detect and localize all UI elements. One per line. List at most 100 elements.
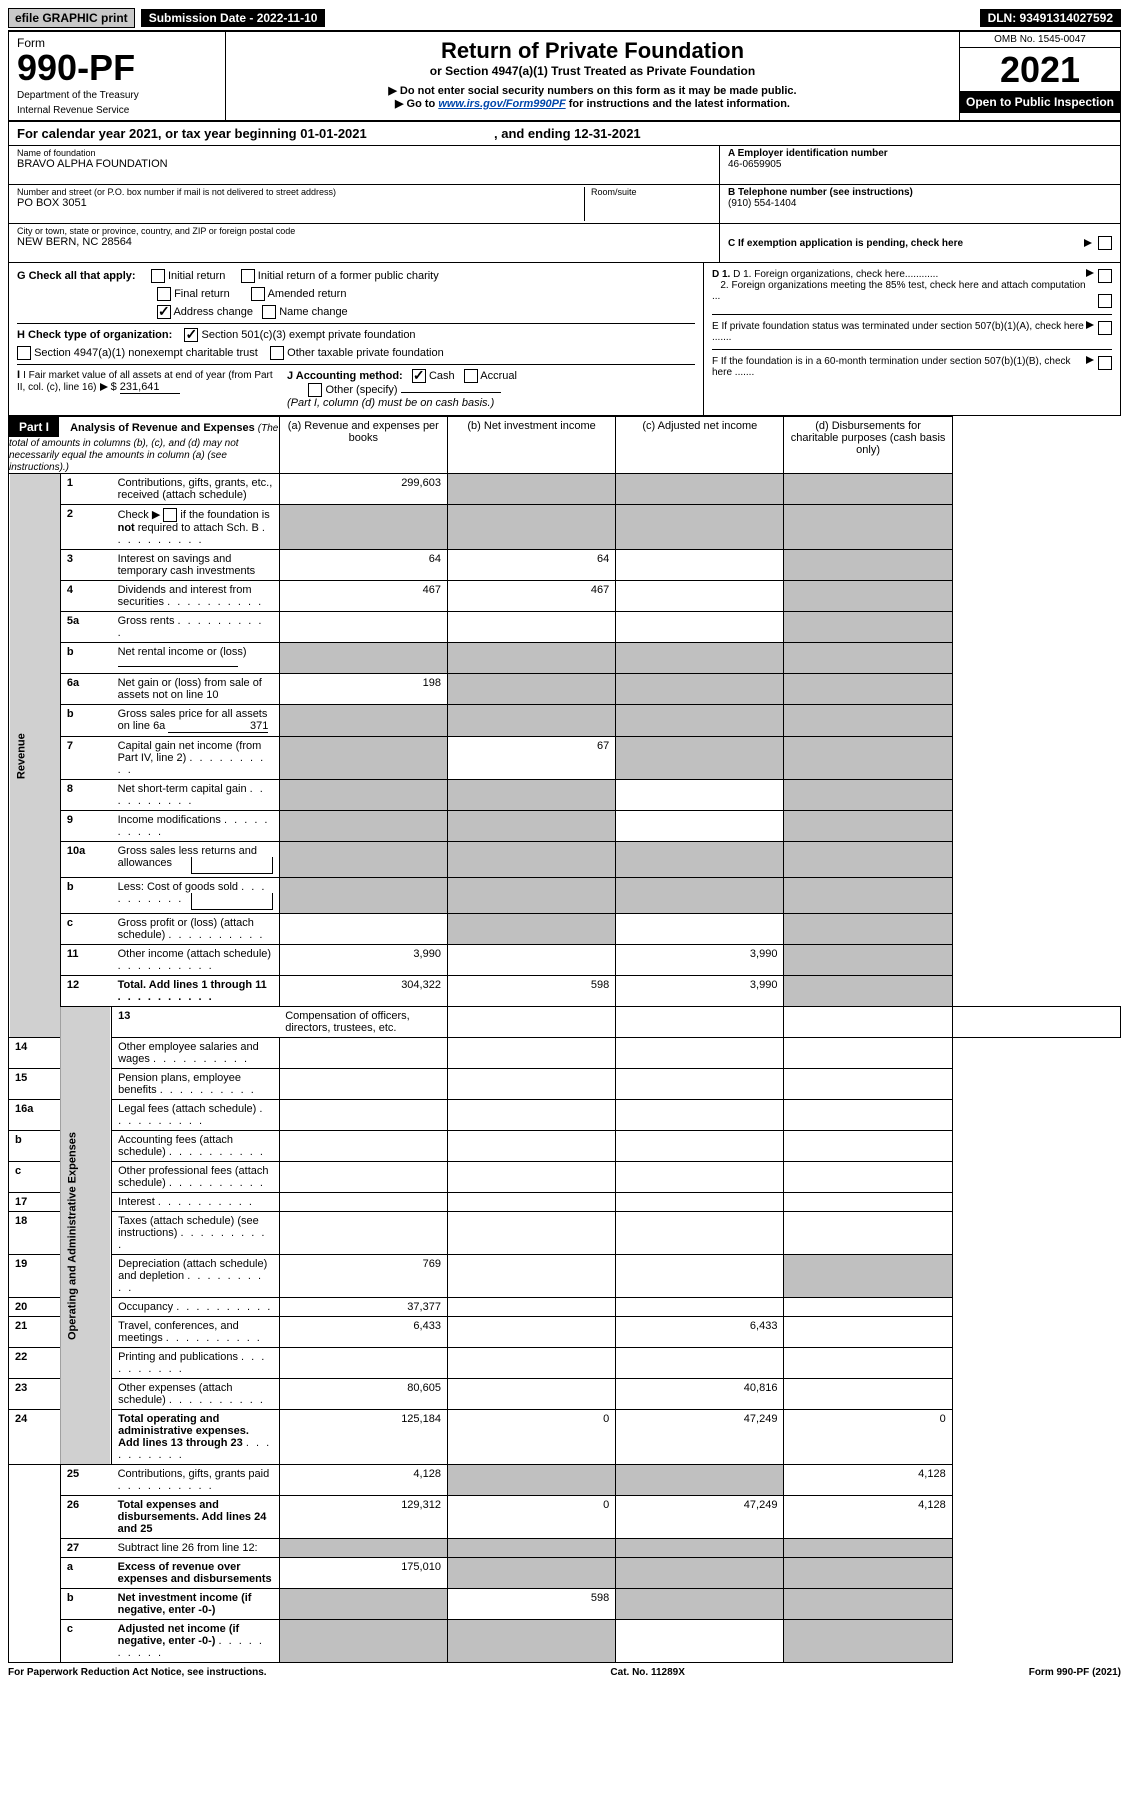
city-label: City or town, state or province, country… — [17, 226, 711, 236]
l7-num: 7 — [60, 737, 111, 780]
g4-checkbox[interactable] — [251, 287, 265, 301]
l7-a — [279, 737, 447, 780]
j3-checkbox[interactable] — [308, 383, 322, 397]
l10a-d — [784, 842, 952, 878]
l19-c — [616, 1255, 784, 1298]
line-10c: c Gross profit or (loss) (attach schedul… — [9, 914, 1121, 945]
g2-checkbox[interactable] — [241, 269, 255, 283]
l24-b: 0 — [447, 1410, 615, 1465]
line-10a: 10a Gross sales less returns and allowan… — [9, 842, 1121, 878]
col-c-header: (c) Adjusted net income — [616, 417, 784, 474]
g3-checkbox[interactable] — [157, 287, 171, 301]
omb-number: OMB No. 1545-0047 — [960, 32, 1120, 48]
form-header-left: Form 990-PF Department of the Treasury I… — [9, 32, 226, 120]
l12-desc: Total. Add lines 1 through 11 — [118, 979, 267, 991]
l6b-c — [616, 705, 784, 737]
i-value: 231,641 — [120, 381, 180, 394]
l27a-num: a — [60, 1558, 111, 1589]
line-12: 12 Total. Add lines 1 through 11 304,322… — [9, 976, 1121, 1007]
g3-label: Final return — [174, 288, 230, 300]
l20-num: 20 — [9, 1298, 61, 1317]
l4-b: 467 — [447, 581, 615, 612]
d2-label: 2. Foreign organizations meeting the 85%… — [712, 280, 1086, 302]
arrow-icon — [1086, 356, 1094, 364]
l6b-inline: 371 — [168, 720, 268, 733]
l18-d — [784, 1212, 952, 1255]
l16a-num: 16a — [9, 1100, 61, 1131]
l10b-a — [279, 878, 447, 914]
addr-label: Number and street (or P.O. box number if… — [17, 187, 584, 197]
l25-c — [616, 1465, 784, 1496]
h2-checkbox[interactable] — [17, 346, 31, 360]
j2-checkbox[interactable] — [464, 369, 478, 383]
l16c-b — [447, 1162, 615, 1193]
g1-checkbox[interactable] — [151, 269, 165, 283]
l16b-num: b — [9, 1131, 61, 1162]
dept-irs: Internal Revenue Service — [17, 105, 217, 116]
calendar-year-row: For calendar year 2021, or tax year begi… — [8, 122, 1121, 146]
line-13: Operating and Administrative Expenses 13… — [9, 1007, 1121, 1038]
l13-c — [784, 1007, 952, 1038]
l12-c: 3,990 — [616, 976, 784, 1007]
l5a-d — [784, 612, 952, 643]
l13-desc: Compensation of officers, directors, tru… — [279, 1007, 447, 1038]
line-8: 8 Net short-term capital gain — [9, 780, 1121, 811]
l24-c: 47,249 — [616, 1410, 784, 1465]
c-checkbox[interactable] — [1098, 236, 1112, 250]
l19-a: 769 — [279, 1255, 447, 1298]
l12-a: 304,322 — [279, 976, 447, 1007]
efile-button[interactable]: efile GRAPHIC print — [8, 8, 135, 28]
main-table: Part I Analysis of Revenue and Expenses … — [8, 416, 1121, 1663]
l18-num: 18 — [9, 1212, 61, 1255]
line-11: 11 Other income (attach schedule) 3,990 … — [9, 945, 1121, 976]
g5-checkbox[interactable] — [157, 305, 171, 319]
l10b-d — [784, 878, 952, 914]
h3-checkbox[interactable] — [270, 346, 284, 360]
g6-checkbox[interactable] — [262, 305, 276, 319]
ein-value: 46-0659905 — [728, 159, 1112, 170]
f-checkbox[interactable] — [1098, 356, 1112, 370]
line-3: 3 Interest on savings and temporary cash… — [9, 550, 1121, 581]
line-17: 17 Interest — [9, 1193, 1121, 1212]
l23-num: 23 — [9, 1379, 61, 1410]
l4-d — [784, 581, 952, 612]
h1-label: Section 501(c)(3) exempt private foundat… — [202, 329, 416, 341]
j1-checkbox[interactable] — [412, 369, 426, 383]
ein-row: A Employer identification number 46-0659… — [720, 146, 1120, 185]
l5b-num: b — [60, 643, 111, 674]
address: PO BOX 3051 — [17, 197, 584, 209]
arrow-icon — [1086, 321, 1094, 329]
line-21: 21 Travel, conferences, and meetings 6,4… — [9, 1317, 1121, 1348]
info-left: Name of foundation BRAVO ALPHA FOUNDATIO… — [9, 146, 719, 262]
l15-b — [447, 1069, 615, 1100]
l6a-desc: Net gain or (loss) from sale of assets n… — [112, 674, 280, 705]
phone-label: B Telephone number (see instructions) — [728, 187, 1112, 198]
g5-label: Address change — [173, 306, 253, 318]
j-note: (Part I, column (d) must be on cash basi… — [287, 397, 494, 409]
line-16b: b Accounting fees (attach schedule) — [9, 1131, 1121, 1162]
l27-d — [784, 1539, 952, 1558]
l17-d — [784, 1193, 952, 1212]
d2-checkbox[interactable] — [1098, 294, 1112, 308]
foundation-name: BRAVO ALPHA FOUNDATION — [17, 158, 711, 170]
l18-a — [279, 1212, 447, 1255]
f-row: F If the foundation is in a 60-month ter… — [712, 356, 1112, 384]
e-checkbox[interactable] — [1098, 321, 1112, 335]
h1-checkbox[interactable] — [184, 328, 198, 342]
d1-checkbox[interactable] — [1098, 269, 1112, 283]
form-link[interactable]: www.irs.gov/Form990PF — [438, 98, 565, 110]
l27b-num: b — [60, 1589, 111, 1620]
cal-mid: , and ending — [494, 126, 574, 141]
l5a-c — [616, 612, 784, 643]
i-section: I I Fair market value of all assets at e… — [17, 369, 277, 409]
l27a-a: 175,010 — [279, 1558, 447, 1589]
l27c-c — [616, 1620, 784, 1663]
j-section: J Accounting method: Cash Accrual Other … — [277, 369, 695, 409]
col-d-header: (d) Disbursements for charitable purpose… — [784, 417, 952, 474]
l4-num: 4 — [60, 581, 111, 612]
form-instructions: ▶ Do not enter social security numbers o… — [232, 84, 953, 110]
l2-checkbox[interactable] — [163, 508, 177, 522]
l15-d — [784, 1069, 952, 1100]
l19-b — [447, 1255, 615, 1298]
j-label: J Accounting method: — [287, 370, 403, 382]
